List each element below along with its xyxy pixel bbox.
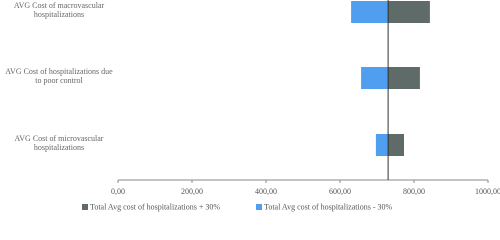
bar: [388, 1, 430, 23]
x-tick-label: 1000,00: [475, 187, 500, 196]
x-tick-label: 0,00: [111, 187, 125, 196]
legend-label: Total Avg cost of hospitalizations + 30%: [90, 202, 220, 211]
x-tick-label: 200,00: [181, 187, 203, 196]
bar: [388, 67, 420, 89]
legend-swatch: [82, 204, 88, 210]
category-label: AVG Cost of hospitalizations due to poor…: [5, 67, 113, 85]
plot: 0,00 200,00 400,00 600,00 800,00 1000,00 Total…: [82, 0, 500, 211]
bar: [351, 1, 389, 23]
bar: [375, 134, 389, 156]
legend-label: Total Avg cost of hospitalizations - 30%: [264, 202, 392, 211]
x-tick-label: 600,00: [329, 187, 351, 196]
x-tick-label: 800,00: [403, 187, 425, 196]
bar: [361, 67, 389, 89]
category-label: AVG Cost of microvascular hospitalizatio…: [14, 134, 104, 152]
category-label: AVG Cost of macrovascular hospitalizatio…: [13, 1, 105, 19]
x-tick-label: 400,00: [255, 187, 277, 196]
bar: [388, 134, 405, 156]
chart: 0,00 200,00 400,00 600,00 800,00 1000,00 Total…: [5, 0, 500, 211]
legend-swatch: [256, 204, 262, 210]
